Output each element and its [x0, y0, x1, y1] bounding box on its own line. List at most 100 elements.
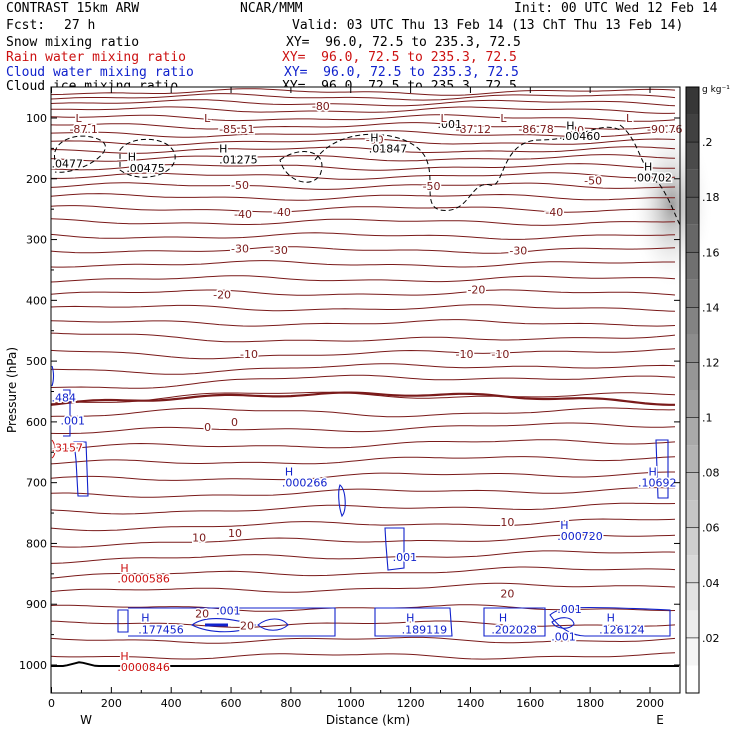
- isotherm-line: [50, 193, 676, 201]
- temperature-contour-label: -87.12: [455, 123, 490, 136]
- cloud-water-contour: [374, 607, 453, 637]
- plot-frame: [50, 86, 681, 694]
- isotherm-line: [50, 218, 676, 226]
- isotherm-line: [50, 246, 676, 254]
- init-time: Init: 00 UTC Wed 12 Feb 14: [514, 1, 718, 16]
- temperature-contour-label: -10: [491, 348, 509, 361]
- colorbar-swatch: [686, 582, 699, 611]
- temperature-low-marker: L: [204, 112, 211, 125]
- colorbar-swatch: [686, 390, 699, 418]
- temperature-contour-label: -20: [213, 288, 231, 301]
- temperature-contour-label: -90.76: [647, 123, 682, 136]
- isotherm-line: [50, 487, 675, 498]
- snow-max-marker: H: [128, 150, 136, 163]
- cloud-water-max-marker: H: [285, 466, 293, 479]
- temperature-contour-label: -40: [273, 206, 291, 219]
- isotherm-line: [50, 114, 676, 122]
- temperature-low-marker: L: [75, 112, 82, 125]
- valid-time: Valid: 03 UTC Thu 13 Feb 14 (13 ChT Thu …: [292, 18, 684, 33]
- temperature-contour-label: 0: [204, 421, 211, 434]
- temperature-contour-label: -80: [566, 124, 584, 137]
- fcst-value: 27 h: [64, 18, 96, 33]
- isotherm-line: [50, 652, 676, 660]
- x-axis-label: Distance (km): [326, 713, 410, 727]
- cloud-water-contour: [117, 609, 129, 633]
- rain-value-label: .3157: [52, 441, 84, 454]
- temperature-contour-label: -30: [231, 243, 249, 256]
- temperature-contour-label: -87.1: [69, 123, 97, 136]
- cloud-water-contour: [190, 618, 257, 633]
- isotherm-line: [50, 456, 676, 465]
- y-tick-label: 500: [26, 355, 47, 368]
- isotherm-line: [50, 332, 676, 343]
- isotherm-zero-line: [50, 391, 675, 406]
- cloud-ice-contour: [119, 138, 176, 178]
- isotherm-line: [50, 566, 676, 579]
- x-tick-label: 1600: [516, 697, 544, 710]
- cloud-water-contour: [384, 527, 405, 571]
- field-xy-cloud-water: XY= 96.0, 72.5 to 235.3, 72.5: [284, 65, 519, 80]
- snow-value-label: .0477: [52, 158, 84, 171]
- snow-max-marker: H: [370, 131, 378, 144]
- temperature-contour-label: -30: [509, 244, 527, 257]
- colorbar-swatch: [686, 142, 699, 170]
- x-tick-label: 1200: [397, 697, 425, 710]
- cloud-ice-contour: [279, 151, 323, 183]
- colorbar-swatch: [686, 87, 699, 115]
- cloud-water-contour: [655, 439, 669, 499]
- y-tick-label: 1000: [19, 659, 47, 672]
- temperature-contour-label: 10: [500, 516, 514, 529]
- rain-contour: [51, 439, 56, 459]
- temperature-contour-label: -40: [545, 206, 563, 219]
- temperature-contour-label: -30: [270, 244, 288, 257]
- colorbar-swatch: [686, 417, 699, 446]
- snow-max-marker: H: [644, 161, 652, 174]
- temperature-low-marker: L: [500, 112, 507, 125]
- colorbar-swatch: [686, 279, 699, 308]
- colorbar-swatch: [686, 197, 699, 225]
- isotherm-line: [50, 138, 676, 146]
- y-axis-label: Pressure (hPa): [5, 347, 19, 433]
- cloud-water-contour: [483, 607, 546, 637]
- temperature-low-marker: L: [441, 112, 448, 125]
- colorbar-tick-label: .04: [702, 577, 720, 590]
- x-tick-label: 400: [161, 697, 182, 710]
- isotherm-line: [50, 407, 676, 418]
- colorbar-swatch: [686, 500, 699, 528]
- isotherm-line: [50, 422, 676, 434]
- colorbar-swatch: [686, 114, 699, 143]
- snow-value-label: .001: [438, 118, 463, 131]
- isotherm-line: [50, 319, 676, 327]
- colorbar-tick-label: .12: [702, 356, 720, 369]
- colorbar-swatch: [686, 224, 699, 253]
- isotherm-line: [50, 582, 676, 593]
- field-xy-snow: XY= 96.0, 72.5 to 235.3, 72.5: [286, 35, 521, 50]
- x-tick-label: 600: [221, 697, 242, 710]
- temperature-contour-label: 20: [240, 619, 254, 632]
- x-tick-label: 1800: [576, 697, 604, 710]
- surface-line: [51, 661, 679, 667]
- cloud-water-contour: [51, 365, 55, 387]
- y-tick-label: 400: [26, 294, 47, 307]
- colorbar-tick-label: .14: [702, 301, 720, 314]
- colorbar-tick-label: .2: [702, 136, 713, 149]
- cloud-ice-contour: [54, 135, 106, 173]
- isotherm-line: [50, 93, 676, 101]
- colorbar-unit: g kg⁻¹: [702, 85, 730, 95]
- y-tick-label: 700: [26, 477, 47, 490]
- isotherm-line: [50, 502, 676, 515]
- temperature-low-marker: L: [626, 112, 633, 125]
- org-label: NCAR/MMM: [240, 1, 303, 16]
- colorbar-tick-label: .02: [702, 632, 720, 645]
- isotherm-line: [50, 518, 676, 532]
- isotherm-line: [50, 205, 675, 213]
- snow-value-label: .01275: [219, 153, 258, 166]
- rain-max-marker: H: [120, 650, 128, 663]
- temperature-contour-label: -80: [366, 133, 384, 146]
- isotherm-line: [50, 232, 676, 240]
- isotherm-line: [50, 304, 676, 312]
- field-name-cloud-water: Cloud water mixing ratio: [6, 65, 194, 80]
- cloud-water-max-marker: H: [607, 612, 615, 625]
- snow-value-label: .01847: [369, 142, 408, 155]
- cloud-ice-contour: [314, 126, 621, 211]
